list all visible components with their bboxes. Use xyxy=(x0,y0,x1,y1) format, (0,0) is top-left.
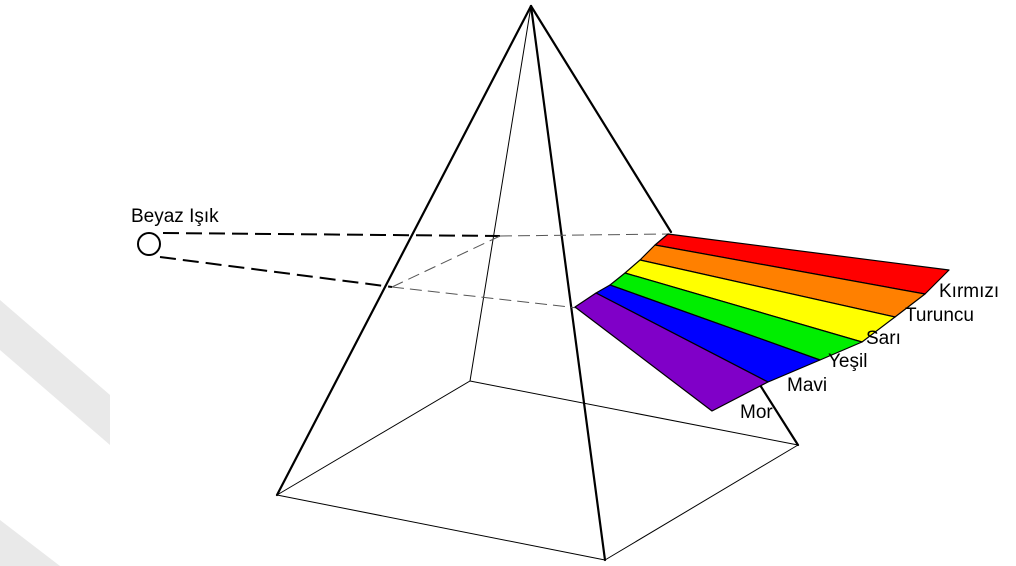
pyramid-edge-left xyxy=(275,4,533,497)
pyramid-edge-right xyxy=(529,4,673,234)
spectrum-bands xyxy=(574,233,950,412)
pyramid-hidden-edge-back-left xyxy=(469,5,532,382)
spectrum-band-violet xyxy=(574,292,769,412)
spectrum-label-red: Kırmızı xyxy=(939,281,999,302)
pyramid-hidden-base-left xyxy=(276,380,471,496)
pyramid-edge-right-lower xyxy=(758,383,800,447)
pyramid-hidden-base-right xyxy=(469,380,799,446)
light-ray-upper xyxy=(162,232,501,237)
spectrum-labels: Kırmızı Turuncu Sarı Yeşil Mavi Mor xyxy=(740,281,999,423)
light-source: Beyaz Işık xyxy=(131,206,219,256)
light-source-icon xyxy=(137,232,161,256)
background-watermark xyxy=(0,300,110,566)
pyramid-base-front-left xyxy=(276,494,606,561)
light-rays xyxy=(159,232,669,309)
light-source-label: Beyaz Işık xyxy=(131,206,219,227)
light-ray-lower-inside xyxy=(391,286,579,309)
spectrum-label-yellow: Sarı xyxy=(866,328,901,349)
spectrum-label-blue: Mavi xyxy=(787,375,827,396)
light-ray-internal-diagonal xyxy=(391,235,501,288)
pyramid-prism xyxy=(275,4,800,562)
pyramid-edge-front xyxy=(529,4,607,562)
light-ray-upper-inside xyxy=(499,233,669,237)
spectrum-label-violet: Mor xyxy=(740,402,773,423)
light-ray-lower xyxy=(159,256,393,288)
spectrum-label-green: Yeşil xyxy=(828,351,867,372)
pyramid-base-front-right xyxy=(604,444,799,561)
spectrum-label-orange: Turuncu xyxy=(905,305,974,326)
